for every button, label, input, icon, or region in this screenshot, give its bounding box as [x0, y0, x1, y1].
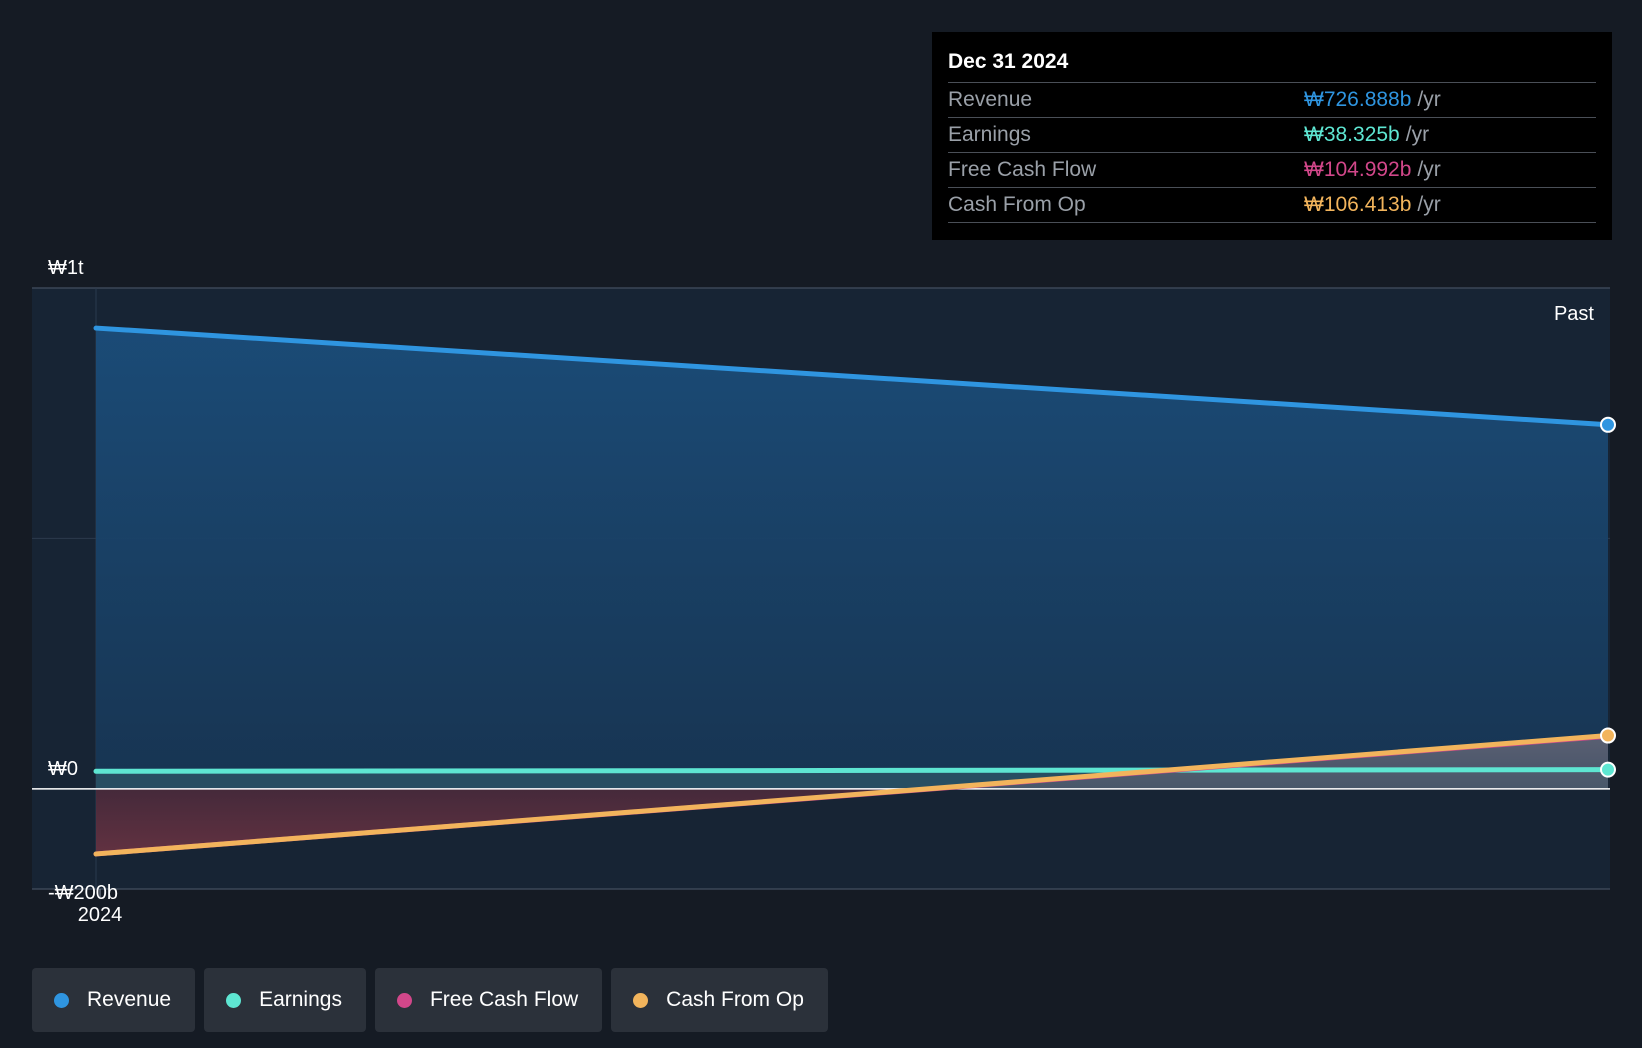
cash-from-op-line	[93, 733, 1611, 857]
tooltip-value: ₩106.413b	[1304, 193, 1412, 216]
legend-label: Revenue	[87, 988, 172, 1011]
revenue-dot-icon	[54, 992, 69, 1008]
tooltip-unit: /yr	[1417, 193, 1441, 216]
tooltip-value: ₩726.888b	[1304, 88, 1412, 111]
legend-label: Free Cash Flow	[429, 988, 579, 1011]
cash-from-op-end-point	[1600, 727, 1616, 744]
series-lines	[32, 325, 1611, 857]
earnings-dot-icon	[226, 992, 242, 1008]
earnings-end-point	[1600, 761, 1616, 778]
legend-label: Cash From Op	[666, 988, 804, 1011]
x-tick-label: 2024	[78, 904, 123, 926]
legend-item-revenue[interactable]: Revenue	[32, 968, 196, 1032]
tooltip-unit: /yr	[1405, 123, 1430, 146]
revenue-end-point	[1600, 416, 1616, 433]
tooltip-row-free-cash-flow: Free Cash Flow ₩104.992b/yr	[948, 153, 1596, 188]
y-axis-labels: ₩1t ₩0 -₩200b	[48, 257, 118, 904]
cash-from-op-dot-icon	[633, 992, 649, 1008]
data-tooltip: Dec 31 2024 Revenue ₩726.888b/yr Earning…	[932, 32, 1612, 240]
tooltip-label: Free Cash Flow	[948, 158, 1097, 181]
revenue-area	[96, 328, 1608, 789]
legend-label: Earnings	[259, 988, 342, 1011]
tooltip-value: ₩38.325b	[1304, 123, 1400, 146]
tooltip-label: Revenue	[948, 88, 1033, 111]
series-end-markers	[1600, 416, 1616, 778]
legend-item-cash-from-op[interactable]: Cash From Op	[611, 968, 828, 1032]
tooltip-date: Dec 31 2024	[948, 46, 1596, 83]
tooltip-row-revenue: Revenue ₩726.888b/yr	[948, 83, 1596, 118]
tooltip-unit: /yr	[1417, 158, 1441, 181]
tooltip-value: ₩104.992b	[1304, 158, 1412, 181]
y-tick-label: -₩200b	[48, 882, 118, 904]
tooltip-label: Cash From Op	[948, 193, 1086, 216]
earnings-line	[93, 767, 1611, 774]
tooltip-row-earnings: Earnings ₩38.325b/yr	[948, 118, 1596, 153]
past-region-label: Past	[1554, 303, 1594, 325]
tooltip-row-cash-from-op: Cash From Op ₩106.413b/yr	[948, 188, 1596, 223]
y-tick-label: ₩0	[48, 758, 78, 780]
tooltip-unit: /yr	[1417, 88, 1441, 111]
legend-item-earnings[interactable]: Earnings	[204, 968, 366, 1032]
y-tick-label: ₩1t	[48, 257, 84, 279]
legend-item-free-cash-flow[interactable]: Free Cash Flow	[374, 968, 603, 1032]
chart-legend: Revenue Earnings Free Cash Flow Cash Fro…	[32, 968, 828, 1032]
revenue-line	[93, 325, 1611, 428]
free-cash-flow-dot-icon	[396, 992, 412, 1008]
x-axis-labels: 2024	[78, 889, 123, 926]
tooltip-label: Earnings	[948, 123, 1031, 146]
